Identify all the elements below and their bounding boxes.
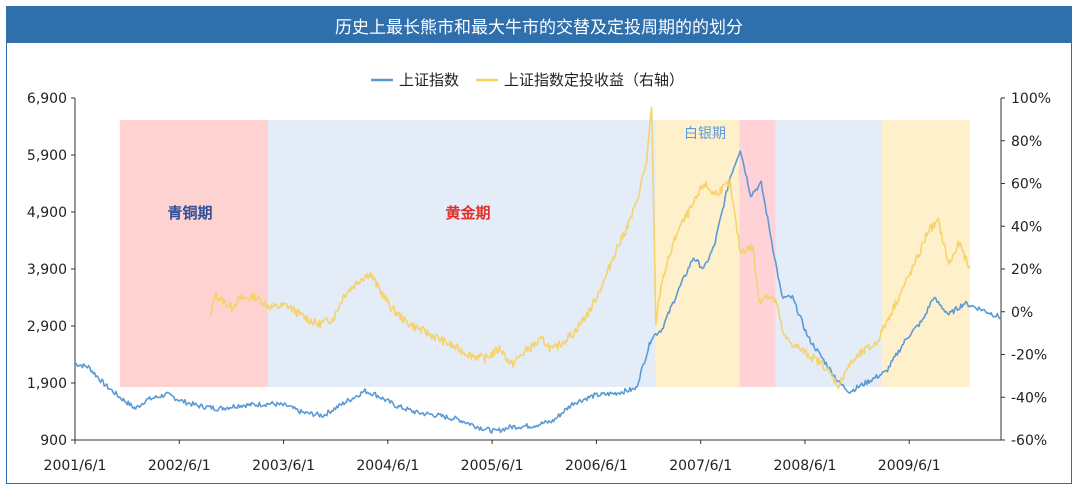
x-tick-label: 2005/6/1 bbox=[461, 458, 524, 474]
x-tick-label: 2009/6/1 bbox=[878, 458, 941, 474]
legend: 上证指数 上证指数定投收益（右轴） bbox=[371, 71, 684, 89]
y-left-tick-label: 4,900 bbox=[27, 205, 67, 221]
x-tick-label: 2003/6/1 bbox=[252, 458, 315, 474]
x-tick-label: 2002/6/1 bbox=[148, 458, 211, 474]
period-label: 黄金期 bbox=[445, 204, 490, 222]
y-right-tick-label: -20% bbox=[1011, 348, 1047, 364]
y-right-tick-label: 80% bbox=[1011, 134, 1042, 150]
x-tick-label: 2004/6/1 bbox=[356, 458, 419, 474]
legend-label: 上证指数 bbox=[399, 71, 459, 89]
y-left-tick-label: 900 bbox=[40, 433, 67, 449]
y-left-tick-label: 2,900 bbox=[27, 319, 67, 335]
y-left-tick-label: 5,900 bbox=[27, 148, 67, 164]
y-right-tick-label: 0% bbox=[1011, 305, 1033, 321]
period-band bbox=[267, 120, 656, 387]
y-right-tick-label: -40% bbox=[1011, 390, 1047, 406]
series-line-dca bbox=[209, 106, 971, 390]
y-right-tick-label: -60% bbox=[1011, 433, 1047, 449]
y-left-tick-label: 6,900 bbox=[27, 91, 67, 107]
y-right-tick-label: 100% bbox=[1011, 91, 1051, 107]
y-right-tick-label: 40% bbox=[1011, 219, 1042, 235]
y-left-tick-label: 1,900 bbox=[27, 376, 67, 392]
period-label: 青铜期 bbox=[167, 204, 212, 222]
series-line-index bbox=[74, 150, 1002, 434]
y-right-tick-label: 60% bbox=[1011, 177, 1042, 193]
period-band bbox=[882, 120, 970, 387]
y-left-tick-label: 3,900 bbox=[27, 262, 67, 278]
x-tick-label: 2001/6/1 bbox=[44, 458, 107, 474]
x-tick-label: 2006/6/1 bbox=[565, 458, 628, 474]
x-tick-label: 2008/6/1 bbox=[774, 458, 837, 474]
period-band bbox=[655, 120, 740, 387]
chart-title: 历史上最长熊市和最大牛市的交替及定投周期的的划分 bbox=[7, 7, 1071, 43]
x-tick-label: 2007/6/1 bbox=[669, 458, 732, 474]
period-band bbox=[119, 120, 268, 387]
y-right-tick-label: 20% bbox=[1011, 262, 1042, 278]
legend-label: 上证指数定投收益（右轴） bbox=[504, 71, 684, 89]
period-band bbox=[775, 120, 883, 387]
period-label: 白银期 bbox=[684, 126, 726, 142]
